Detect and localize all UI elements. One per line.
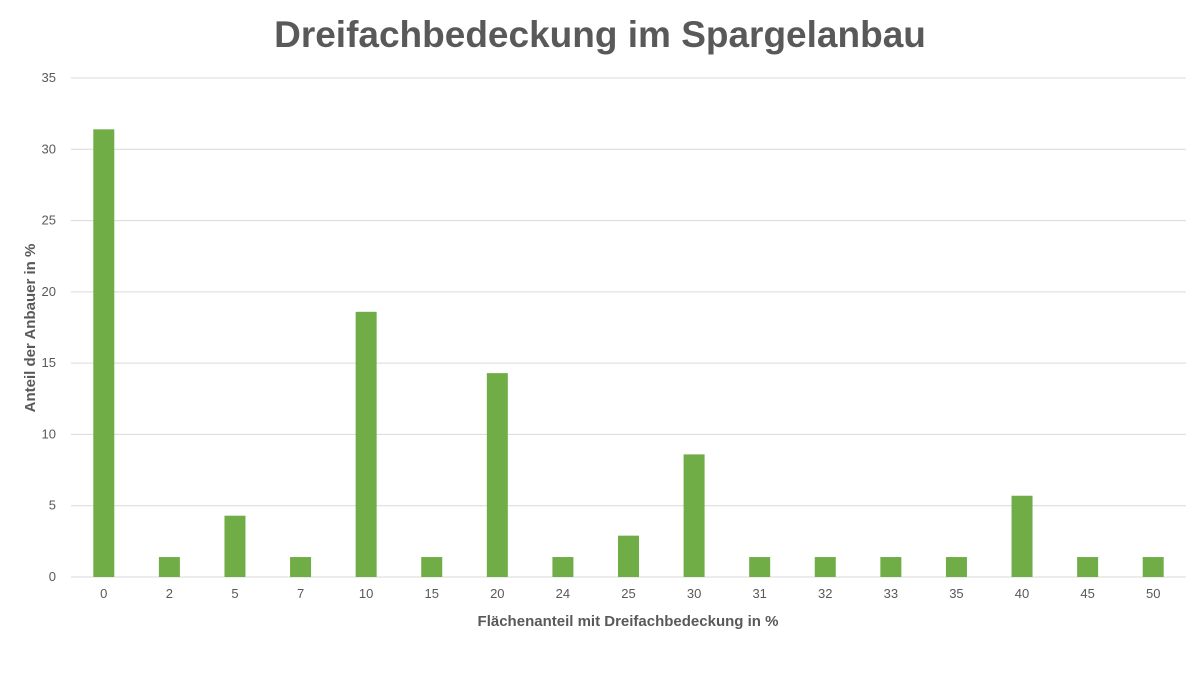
x-tick-label: 10 xyxy=(359,586,373,601)
y-tick-label: 35 xyxy=(42,70,56,85)
x-tick-label: 40 xyxy=(1015,586,1029,601)
bar-30 xyxy=(683,454,705,577)
y-tick-label: 0 xyxy=(49,569,56,584)
x-tick-label: 7 xyxy=(297,586,304,601)
bar-31 xyxy=(749,557,771,577)
x-tick-label: 30 xyxy=(687,586,701,601)
y-tick-label: 15 xyxy=(42,355,56,370)
bar-10 xyxy=(355,311,377,577)
y-tick-label: 20 xyxy=(42,284,56,299)
y-axis-label: Anteil der Anbauer in % xyxy=(22,244,39,413)
x-tick-label: 5 xyxy=(231,586,238,601)
x-tick-label: 0 xyxy=(100,586,107,601)
x-tick-label: 35 xyxy=(949,586,963,601)
bar-15 xyxy=(421,557,443,577)
x-tick-label: 33 xyxy=(884,586,898,601)
bar-50 xyxy=(1142,557,1164,577)
bar-45 xyxy=(1077,557,1099,577)
x-tick-label: 31 xyxy=(752,586,766,601)
bar-5 xyxy=(224,515,246,577)
x-tick-label: 32 xyxy=(818,586,832,601)
x-tick-label: 25 xyxy=(621,586,635,601)
chart-title: Dreifachbedeckung im Spargelanbau xyxy=(274,14,926,55)
y-tick-label: 10 xyxy=(42,426,56,441)
bar-20 xyxy=(486,373,508,577)
bar-24 xyxy=(552,557,574,577)
bar-0 xyxy=(93,129,115,577)
x-tick-label: 15 xyxy=(425,586,439,601)
x-tick-label: 45 xyxy=(1080,586,1094,601)
bar-33 xyxy=(880,557,902,577)
y-tick-label: 25 xyxy=(42,213,56,228)
bar-2 xyxy=(158,557,180,577)
y-tick-label: 30 xyxy=(42,141,56,156)
bar-35 xyxy=(945,557,967,577)
bar-7 xyxy=(290,557,312,577)
y-tick-label: 5 xyxy=(49,498,56,513)
x-tick-label: 24 xyxy=(556,586,570,601)
x-tick-label: 20 xyxy=(490,586,504,601)
bar-40 xyxy=(1011,495,1033,577)
bar-25 xyxy=(618,535,639,577)
x-tick-label: 50 xyxy=(1146,586,1160,601)
bar-32 xyxy=(814,557,836,577)
x-tick-label: 2 xyxy=(166,586,173,601)
x-axis-label: Flächenanteil mit Dreifachbedeckung in % xyxy=(478,613,779,630)
